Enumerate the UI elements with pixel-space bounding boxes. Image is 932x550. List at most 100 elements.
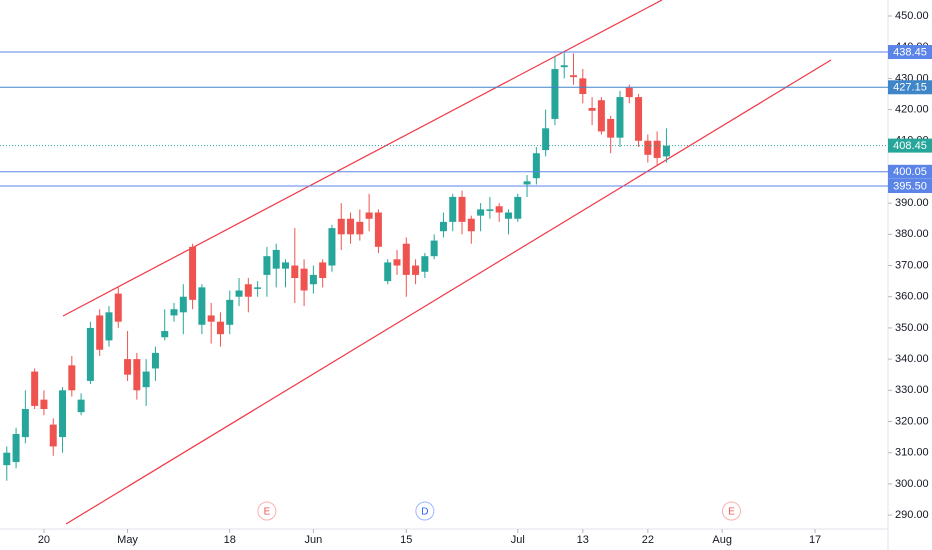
candle-body: [662, 145, 670, 157]
candle-body: [504, 212, 512, 219]
candle-body: [124, 359, 132, 375]
candle-body: [597, 100, 605, 132]
candle-body: [151, 352, 159, 369]
candle-body: [579, 78, 587, 94]
y-tick-label: 380.00: [895, 228, 929, 240]
candle-body: [625, 87, 633, 98]
candle-body: [560, 65, 568, 68]
candle-body: [235, 290, 243, 297]
candle-body: [477, 209, 485, 216]
y-tick-label: 390.00: [895, 197, 929, 209]
candle-body: [588, 108, 596, 111]
candle-body: [291, 265, 299, 279]
candle-body: [449, 196, 457, 222]
candle-body: [179, 296, 187, 313]
candle-body: [21, 409, 29, 438]
candle-body: [300, 268, 308, 291]
event-label: E: [728, 507, 735, 518]
x-tick-label: 18: [224, 534, 236, 546]
candle-body: [551, 69, 559, 119]
candle-body: [402, 243, 410, 275]
candle-body: [59, 390, 67, 438]
price-level-label: 408.45: [893, 140, 927, 152]
event-label: D: [421, 507, 428, 518]
candle-body: [439, 221, 447, 232]
candle-body: [86, 327, 94, 381]
candle-body: [570, 75, 578, 78]
candle-body: [31, 371, 39, 406]
candle-body: [254, 287, 262, 289]
price-level-label: 427.15: [893, 82, 927, 94]
x-tick-label: 17: [809, 534, 821, 546]
x-tick-label: 20: [38, 534, 50, 546]
candle-body: [96, 315, 104, 350]
y-tick-label: 300.00: [895, 478, 929, 490]
channel-lower-line: [65, 59, 832, 525]
candle-body: [133, 359, 141, 391]
price-level-box: [888, 45, 932, 60]
event-marker: [415, 501, 435, 521]
y-tick-label: 360.00: [895, 291, 929, 303]
candle-body: [282, 262, 290, 269]
candle-body: [542, 128, 550, 151]
candle-body: [374, 212, 382, 247]
candle-body: [161, 331, 169, 338]
price-level-box: [888, 178, 932, 193]
candle-body: [142, 371, 150, 388]
candle-body: [170, 309, 178, 316]
price-level-label: 395.50: [893, 180, 927, 192]
y-tick-label: 450.00: [895, 10, 929, 22]
candle-body: [309, 274, 317, 285]
event-marker: [257, 501, 277, 521]
candle-body: [207, 315, 215, 322]
y-tick-label: 370.00: [895, 259, 929, 271]
y-tick-label: 350.00: [895, 322, 929, 334]
y-tick-label: 330.00: [895, 384, 929, 396]
candle-body: [421, 256, 429, 272]
candle-body: [486, 209, 494, 211]
y-tick-label: 340.00: [895, 353, 929, 365]
candle-body: [365, 212, 373, 219]
candle-body: [105, 312, 113, 341]
channel-upper-line: [62, 0, 663, 317]
candle-body: [467, 218, 475, 232]
x-tick-label: 13: [577, 534, 589, 546]
candle-body: [523, 181, 531, 185]
candle-body: [272, 249, 280, 269]
x-tick-label: 15: [400, 534, 412, 546]
candle-body: [337, 218, 345, 235]
candle-body: [458, 196, 466, 222]
price-level-label: 400.05: [893, 166, 927, 178]
candle-body: [114, 293, 122, 322]
candle-body: [189, 246, 197, 300]
x-tick-label: 22: [642, 534, 654, 546]
candle-body: [653, 140, 661, 158]
candle-body: [328, 228, 336, 266]
candle-body: [244, 284, 252, 297]
candle-body: [532, 153, 540, 179]
candle-body: [347, 218, 355, 235]
candle-body: [40, 399, 48, 410]
candle-body: [263, 256, 271, 275]
candle-body: [319, 262, 327, 279]
event-label: E: [264, 507, 271, 518]
candle-body: [49, 424, 57, 447]
candle-body: [356, 221, 364, 235]
candle-body: [393, 259, 401, 266]
price-level-box: [888, 80, 932, 95]
x-tick-label: May: [117, 534, 138, 546]
candle-body: [384, 262, 392, 282]
y-tick-label: 420.00: [895, 103, 929, 115]
candle-body: [514, 196, 522, 219]
candle-body: [198, 287, 206, 325]
candle-body: [495, 206, 503, 213]
x-tick-label: Jun: [304, 534, 322, 546]
candle-body: [635, 97, 643, 141]
y-tick-label: 320.00: [895, 415, 929, 427]
y-tick-label: 290.00: [895, 509, 929, 521]
price-level-box: [888, 164, 932, 179]
x-tick-label: Jul: [511, 534, 525, 546]
price-level-label: 438.45: [893, 46, 927, 58]
